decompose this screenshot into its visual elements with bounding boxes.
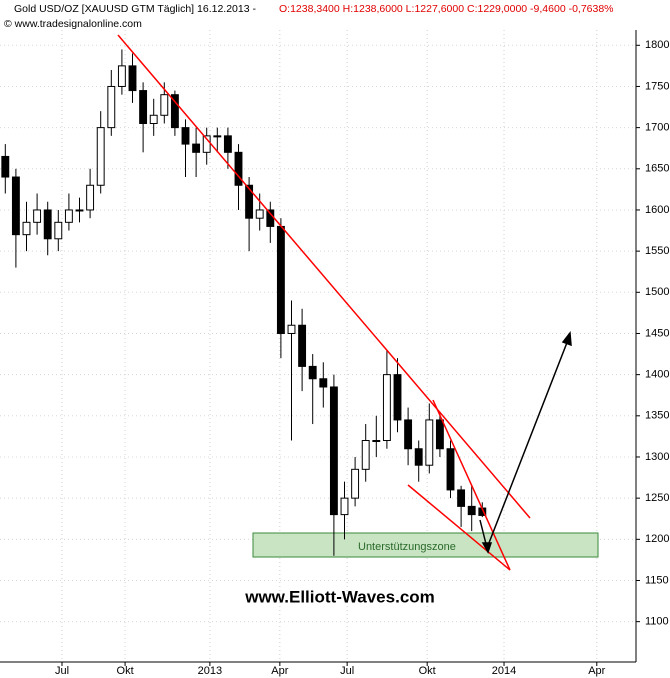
y-tick-label: 1600 [645, 204, 669, 216]
y-tick-label: 1200 [645, 533, 669, 545]
y-tick-label: 1250 [645, 492, 669, 504]
x-tick-label: Jul [55, 665, 69, 677]
x-tick-label: Apr [588, 665, 605, 677]
candle-body [160, 94, 169, 116]
candle-body [170, 94, 179, 129]
y-tick-label: 1650 [645, 163, 669, 175]
candle-body [43, 209, 52, 240]
candle-body [139, 90, 148, 125]
trend-lines [117, 34, 531, 571]
candle-body [393, 374, 402, 421]
candle-body [446, 448, 455, 491]
candle-body [86, 184, 95, 211]
candle-body [319, 378, 328, 388]
candle-body [11, 176, 20, 236]
trend-line [407, 484, 511, 571]
candle-body [223, 135, 232, 153]
grid [0, 30, 636, 662]
candle-body [54, 221, 63, 240]
y-tick-label: 1800 [645, 39, 669, 51]
candle-body [340, 497, 349, 516]
candle-body [107, 85, 116, 129]
support-zone [252, 532, 599, 558]
candle-body [192, 143, 201, 153]
y-tick-label: 1500 [645, 286, 669, 298]
trend-line [432, 399, 511, 571]
candle-body [435, 419, 444, 450]
candle-body [276, 225, 285, 334]
y-tick-label: 1400 [645, 369, 669, 381]
candle-body [96, 127, 105, 186]
header-instrument: Gold USD/OZ [XAUUSD GTM Täglich] 16.12.2… [14, 3, 256, 15]
candle-body [287, 324, 296, 334]
arrow-head [561, 331, 572, 347]
candle-body [64, 209, 73, 223]
trend-line [117, 34, 531, 519]
watermark: www.Elliott-Waves.com [244, 587, 435, 606]
copyright: © www.tradesignalonline.com [4, 18, 142, 30]
y-tick-label: 1300 [645, 451, 669, 463]
y-tick-label: 1550 [645, 245, 669, 257]
candle-body [308, 365, 317, 380]
candles [1, 49, 487, 556]
candle-body [255, 209, 264, 219]
header-quote: O:1238,3400 H:1238,6000 L:1227,6000 C:12… [279, 3, 614, 15]
candle-body [351, 468, 360, 499]
candle-body [457, 489, 466, 507]
candle-body [213, 135, 222, 138]
candle-body [1, 155, 10, 178]
candle-body [404, 419, 413, 450]
candle-body [22, 221, 31, 236]
candle-body [414, 448, 423, 466]
y-tick-label: 1750 [645, 80, 669, 92]
arrow [486, 339, 569, 549]
candle-body [298, 324, 307, 367]
candle-body [128, 65, 137, 92]
candle-body [329, 386, 338, 516]
support-zone-label: Unterstützungszone [358, 541, 456, 553]
candle-body [361, 440, 370, 470]
candle-body [382, 374, 391, 442]
y-tick-label: 1150 [645, 574, 669, 586]
candle-body [425, 419, 434, 466]
x-tick-label: Okt [117, 665, 134, 677]
y-tick-label: 1100 [645, 616, 669, 628]
candle-body [181, 127, 190, 145]
y-tick-label: 1450 [645, 327, 669, 339]
candle-body [33, 209, 42, 223]
x-tick-label: Okt [419, 665, 436, 677]
x-tick-label: 2014 [492, 665, 516, 677]
candle-body [372, 440, 381, 443]
candle-body [149, 114, 158, 125]
candle-body [467, 505, 476, 516]
arrows [479, 331, 572, 554]
candle-body [117, 65, 126, 87]
x-tick-label: Jul [340, 665, 354, 677]
candle-body [234, 151, 243, 186]
x-tick-label: 2013 [198, 665, 222, 677]
candle-body [75, 209, 84, 212]
candle-body [245, 184, 254, 219]
y-tick-label: 1350 [645, 410, 669, 422]
x-tick-label: Apr [271, 665, 288, 677]
y-tick-label: 1700 [645, 122, 669, 134]
